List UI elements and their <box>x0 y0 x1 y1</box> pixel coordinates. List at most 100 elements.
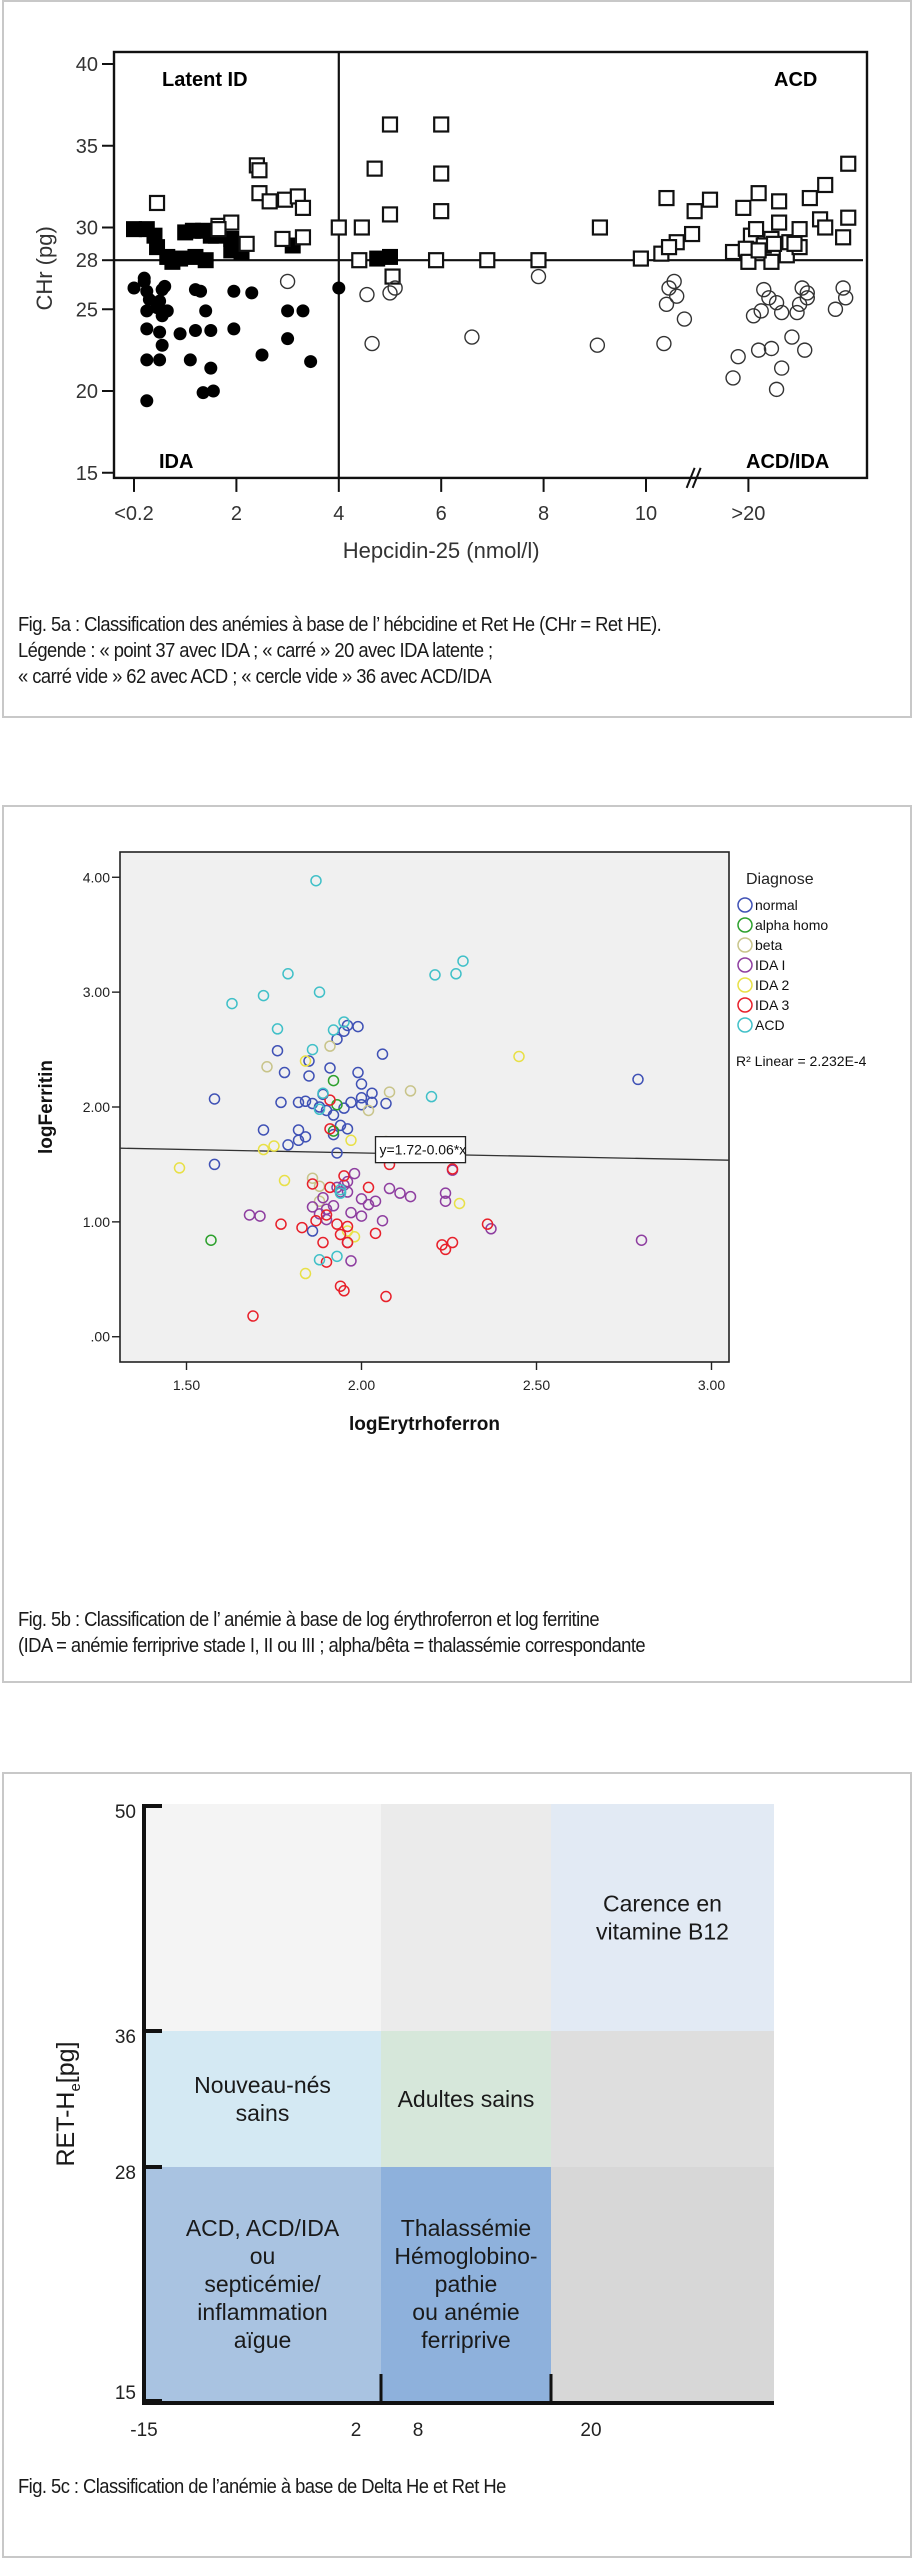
data-point-normal <box>324 1062 336 1074</box>
data-point-acd <box>238 235 255 252</box>
data-point-beta <box>313 1195 326 1207</box>
data-point-ida <box>160 304 174 318</box>
legend-title: Diagnose <box>746 871 814 888</box>
cell-label: Carence en <box>603 1891 722 1917</box>
figure-5b-panel: .00 1.00 2.00 3.00 4.00 1.50 2.00 2.50 3.00 logEr… <box>2 805 912 1683</box>
y-tick-label: 3.00 <box>83 984 110 1000</box>
data-point-acd <box>210 221 227 238</box>
data-point-acd <box>327 1024 340 1036</box>
legend-label: alpha homo <box>755 917 828 933</box>
data-point-acd <box>429 969 441 981</box>
data-point-normal <box>208 1093 221 1105</box>
legend-marker-ida-2 <box>737 977 753 993</box>
cell-label: sains <box>236 2100 290 2126</box>
data-point-acd <box>331 1250 343 1263</box>
data-point-acd <box>591 219 609 236</box>
data-point-acd-ida <box>676 311 693 327</box>
data-point-acd <box>433 203 450 220</box>
x-tick-label: 2.50 <box>523 1377 550 1393</box>
regression-equation: y=1.72-0.06*x <box>380 1142 467 1158</box>
data-point-ida <box>153 325 167 339</box>
data-point-alpha-homo <box>205 1234 217 1246</box>
data-point-ida <box>194 284 208 298</box>
data-point-normal <box>632 1073 644 1086</box>
y-tick-label: 25 <box>76 299 98 321</box>
cell-label: Hémoglobino- <box>394 2243 537 2269</box>
data-point-ida-i <box>341 1186 354 1198</box>
data-point-ida-2 <box>341 1225 354 1237</box>
data-point-beta <box>261 1061 273 1073</box>
legend-marker-acd <box>737 1017 753 1033</box>
data-point-ida <box>127 281 141 295</box>
quadrant-label-acd-ida: ACD/IDA <box>746 451 829 473</box>
data-point-ida <box>199 304 213 318</box>
data-point-acd-ida <box>464 329 480 345</box>
classification-cell <box>551 1804 774 2031</box>
data-point-acd <box>226 997 238 1010</box>
caption-line: « carré vide » 62 avec ACD ; « cercle vi… <box>18 666 492 688</box>
data-point-ida <box>255 348 269 362</box>
x-tick-label: 4 <box>333 503 344 525</box>
data-point-ida-3 <box>380 1290 392 1303</box>
x-tick-label: 1.50 <box>173 1377 200 1393</box>
data-point-acd <box>257 989 270 1002</box>
data-point-acd <box>750 242 767 259</box>
data-point-ida-i <box>327 1200 340 1212</box>
y-tick-label: 15 <box>76 463 98 485</box>
data-point-ida-2 <box>173 1162 186 1174</box>
y-axis-label: logFerritin <box>36 1060 57 1154</box>
y-tick-label: 4.00 <box>83 869 110 885</box>
data-point-ida-3 <box>481 1218 494 1230</box>
data-point-ida-i <box>383 1182 396 1195</box>
data-point-ida <box>245 286 259 300</box>
data-point-acd <box>763 253 780 270</box>
data-point-ida <box>227 284 241 298</box>
y-tick-label: 50 <box>115 1802 136 1823</box>
data-point-acd-ida <box>750 342 767 358</box>
x-tick-label: 2.00 <box>348 1377 375 1393</box>
data-point-acd <box>771 214 788 231</box>
data-point-acd-ida <box>589 337 606 353</box>
y-tick-label: 35 <box>76 136 98 158</box>
data-point-normal <box>303 1070 315 1082</box>
data-point-acd <box>313 986 326 998</box>
data-point-acd <box>479 252 496 269</box>
figure-5b-caption: Fig. 5b : Classification de l’ anémie à … <box>18 1607 646 1659</box>
data-point-acd <box>840 209 857 226</box>
data-point-acd-ida <box>753 303 769 319</box>
legend-marker-beta <box>737 937 753 953</box>
data-point-acd-ida <box>797 342 813 358</box>
data-point-ida-2 <box>299 1055 312 1067</box>
legend-marker-normal <box>737 897 753 913</box>
y-tick-label: .00 <box>91 1329 111 1345</box>
data-point-acd <box>450 968 462 980</box>
data-point-normal <box>380 1097 392 1110</box>
legend-label: IDA 3 <box>755 997 789 1013</box>
data-point-acd <box>791 221 808 238</box>
data-point-normal <box>341 1123 354 1135</box>
data-point-normal <box>271 1044 284 1057</box>
legend-label: normal <box>755 897 798 913</box>
legend-label: IDA 2 <box>755 977 789 993</box>
data-point-acd <box>765 235 783 252</box>
x-tick-label: 8 <box>413 2420 424 2441</box>
data-point-ida-3 <box>310 1214 322 1227</box>
legend-marker-ida-3 <box>737 997 753 1013</box>
data-point-ida-2 <box>257 1143 270 1156</box>
x-tick-label: 2 <box>231 503 242 525</box>
data-point-acd <box>366 160 383 177</box>
x-tick-label: 10 <box>635 503 657 525</box>
cell-label: septicémie/ <box>204 2271 321 2297</box>
data-point-acd-ida <box>666 273 682 290</box>
data-point-ida <box>204 324 218 338</box>
data-point-ida <box>227 322 241 336</box>
data-point-acd-ida <box>827 301 844 317</box>
data-point-ida-3 <box>317 1236 329 1249</box>
regression-label-box <box>374 1135 467 1164</box>
caption-line: Fig. 5c : Classification de l’anémie à b… <box>18 2476 506 2498</box>
data-point-ida-i <box>348 1167 361 1180</box>
data-point-acd <box>381 206 399 223</box>
classification-cell <box>381 2031 551 2167</box>
data-point-acd-ida <box>837 290 854 306</box>
